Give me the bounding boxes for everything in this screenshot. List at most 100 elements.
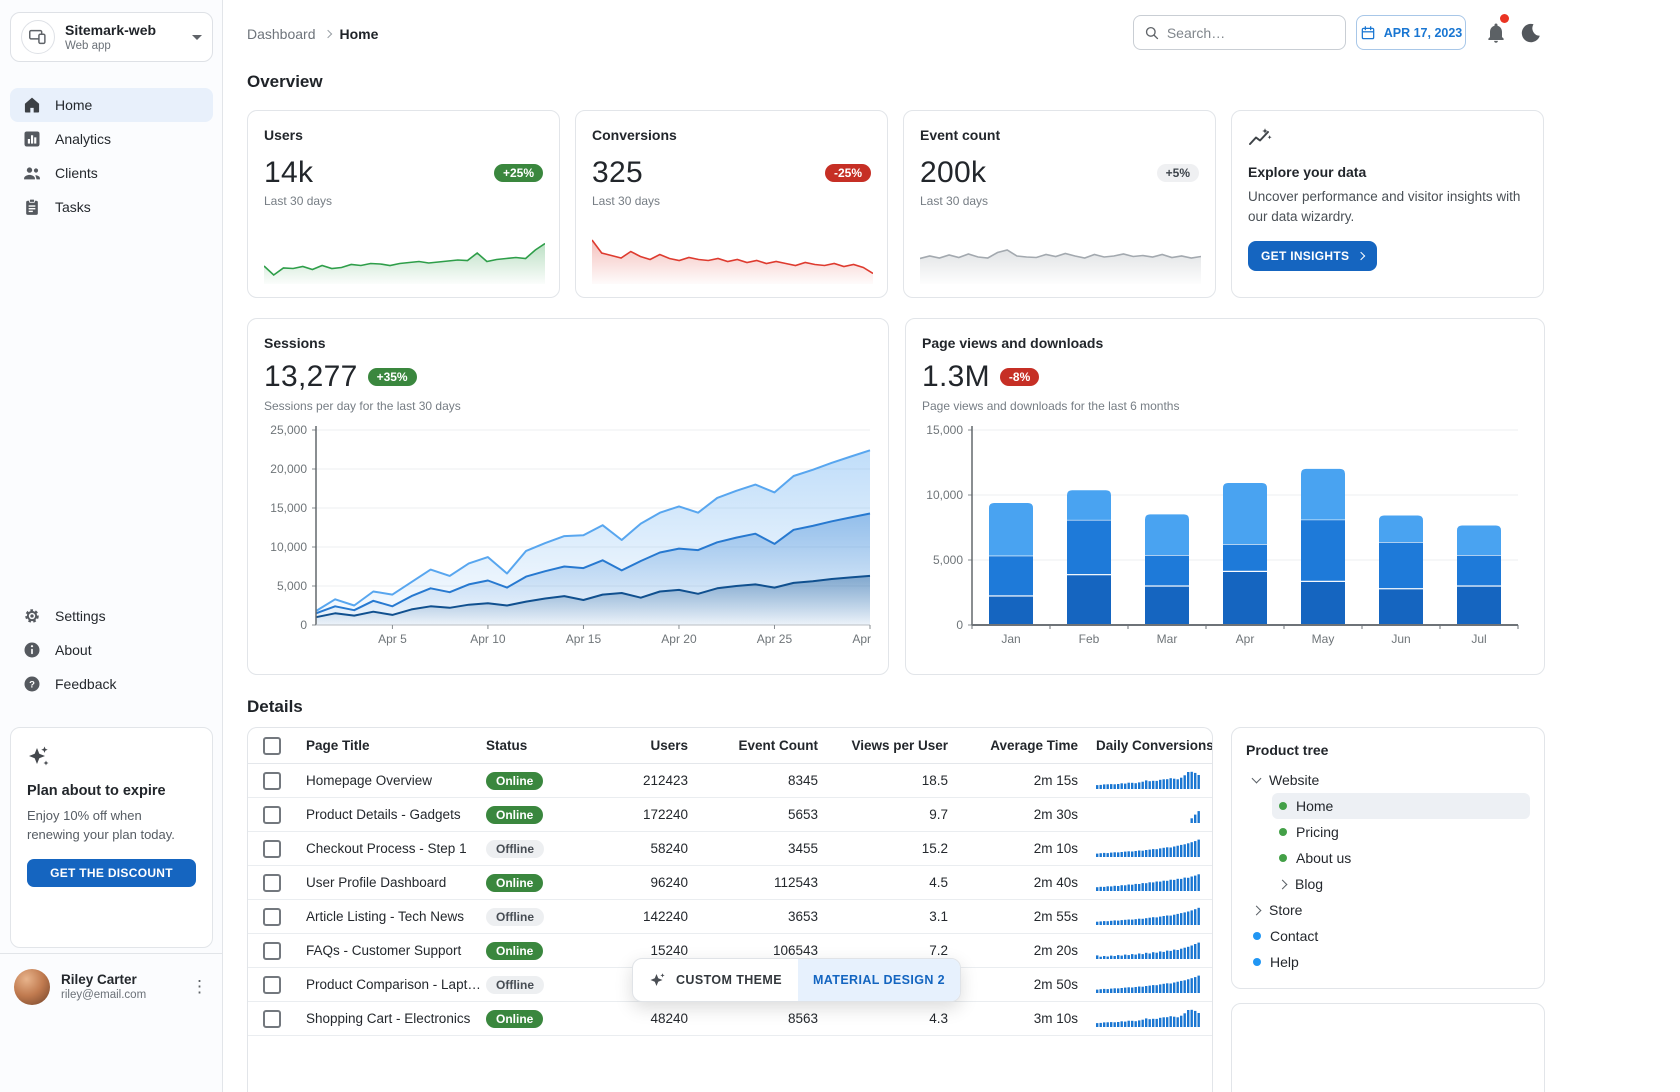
details-heading: Details [247,697,303,716]
svg-text:0: 0 [956,618,963,632]
cell-views-per-user: 9.7 [929,807,948,822]
row-checkbox[interactable] [263,805,281,824]
column-header-event-count[interactable]: Event Count [738,738,819,753]
trend-chip: +35% [367,368,417,386]
daily-conversions-sparkline [1190,811,1200,823]
chevron-right-icon [1251,905,1262,915]
app-switcher-select[interactable]: Sitemark-web Web app [10,12,213,62]
analytics-icon [22,129,42,149]
cell-views-per-user: 18.5 [921,773,948,788]
svg-text:Apr 10: Apr 10 [470,632,506,646]
date-picker-button[interactable]: APR 17, 2023 [1356,15,1466,50]
svg-text:Jun: Jun [1391,632,1410,646]
column-header-average-time[interactable]: Average Time [990,738,1078,753]
cell-daily-conversions [1094,837,1212,860]
tree-item-about-us[interactable]: About us [1272,845,1530,871]
tree-item-blog[interactable]: Blog [1272,871,1530,897]
cell-daily-conversions [1094,769,1212,792]
get-discount-button[interactable]: GET THE DISCOUNT [27,858,196,887]
svg-text:15,000: 15,000 [926,423,963,437]
user-menu-icon[interactable]: ⋮ [191,977,208,996]
breadcrumb-dashboard[interactable]: Dashboard [247,26,316,42]
tree-item-home[interactable]: Home [1272,793,1530,819]
table-row[interactable]: FAQs - Customer Support Online 15240 106543… [248,934,1212,968]
cell-views-per-user: 15.2 [921,841,948,856]
row-checkbox[interactable] [263,907,281,926]
devices-icon [29,29,46,45]
sidebar-item-about[interactable]: About [10,633,213,667]
material-design-2-option[interactable]: MATERIAL DESIGN 2 [797,959,961,1001]
tree-item-website[interactable]: Website [1246,767,1530,793]
column-header-daily-conversions[interactable]: Daily Conversions [1096,738,1213,753]
sidebar-nav: Home Analytics Clients Tasks [10,88,213,224]
plan-expiry-card: Plan about to expire Enjoy 10% off when … [10,727,213,948]
sidebar-item-tasks[interactable]: Tasks [10,190,213,224]
custom-theme-option[interactable]: CUSTOM THEME [633,959,798,1001]
row-checkbox[interactable] [263,1009,281,1028]
tree-item-pricing[interactable]: Pricing [1272,819,1530,845]
help-icon: ? [22,674,42,694]
theme-switcher: CUSTOM THEME MATERIAL DESIGN 2 [632,958,962,1002]
sidebar-item-label: Tasks [55,199,91,215]
svg-text:Apr 30: Apr 30 [852,632,874,646]
column-header-views-per-user[interactable]: Views per User [851,738,948,753]
color-mode-button[interactable] [1519,21,1543,45]
table-header-row: Page Title Status Users Event Count View… [248,728,1212,764]
tree-item-help[interactable]: Help [1246,949,1530,975]
card-title: Conversions [592,127,677,143]
cell-average-time: 2m 30s [1033,807,1078,822]
card-caption: Page views and downloads for the last 6 … [922,399,1180,413]
row-checkbox[interactable] [263,975,281,994]
row-checkbox[interactable] [263,839,281,858]
tree-item-contact[interactable]: Contact [1246,923,1530,949]
sidebar-item-settings[interactable]: Settings [10,599,213,633]
cell-event-count: 5653 [787,807,818,822]
table-row[interactable]: User Profile Dashboard Online 96240 112543 4… [248,866,1212,900]
daily-conversions-sparkline [1096,942,1200,959]
tree-item-store[interactable]: Store [1246,897,1530,923]
select-all-checkbox[interactable] [263,736,281,755]
table-row[interactable]: Shopping Cart - Electronics Online 48240 85… [248,1002,1212,1036]
sidebar-item-feedback[interactable]: ? Feedback [10,667,213,701]
next-card-stub [1231,1003,1545,1092]
tree-item-label: Home [1296,798,1334,814]
explore-title: Explore your data [1248,164,1367,180]
event-count-card: Event count 200k +5% Last 30 days [903,110,1216,298]
table-row[interactable]: Article Listing - Tech News Offline 142240… [248,900,1212,934]
table-row[interactable]: Homepage Overview Online 212423 8345 18.5 2m … [248,764,1212,798]
tree-item-dot [1253,958,1261,966]
chevron-down-icon [1251,773,1262,784]
sidebar-item-home[interactable]: Home [10,88,213,122]
column-header-users[interactable]: Users [650,738,688,753]
chevron-right-icon [1357,251,1366,260]
svg-text:Mar: Mar [1157,632,1178,646]
notifications-button[interactable] [1484,14,1509,45]
date-label: APR 17, 2023 [1383,25,1463,40]
column-header-status[interactable]: Status [486,738,528,753]
search-input[interactable] [1166,24,1335,41]
sidebar: Sitemark-web Web app Home Analytics [0,0,223,1092]
row-checkbox[interactable] [263,873,281,892]
daily-conversions-sparkline [1096,874,1200,891]
row-checkbox[interactable] [263,941,281,960]
svg-text:10,000: 10,000 [926,488,963,502]
row-checkbox[interactable] [263,771,281,790]
cell-average-time: 2m 20s [1033,943,1078,958]
sidebar-item-label: Analytics [55,131,112,147]
status-badge: Offline [486,908,544,926]
avatar [14,968,50,1005]
tree-item-label: Help [1270,954,1299,970]
sidebar-item-clients[interactable]: Clients [10,156,213,190]
calendar-icon [1361,25,1375,39]
svg-text:Apr 5: Apr 5 [378,632,407,646]
table-row[interactable]: Product Details - Gadgets Online 172240 565… [248,798,1212,832]
sidebar-item-analytics[interactable]: Analytics [10,122,213,156]
column-header-page-title[interactable]: Page Title [306,738,370,753]
charts-row: Sessions 13,277 +35% Sessions per day fo… [247,318,1545,675]
svg-text:10,000: 10,000 [270,540,307,554]
events-sparkline-chart [920,249,1201,284]
chevron-right-icon [1277,879,1288,889]
gear-icon [22,606,42,626]
table-row[interactable]: Checkout Process - Step 1 Offline 58240 345… [248,832,1212,866]
get-insights-button[interactable]: GET INSIGHTS [1248,240,1378,271]
